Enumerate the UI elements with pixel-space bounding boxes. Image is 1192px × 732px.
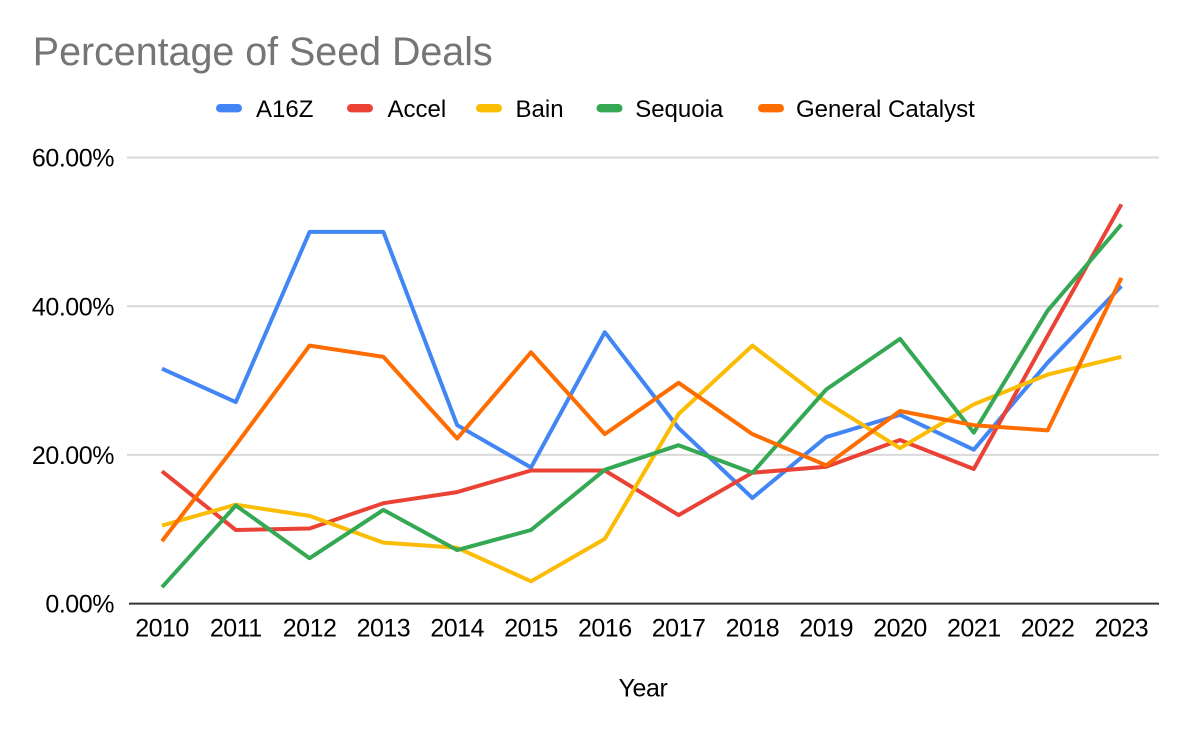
svg-text:2016: 2016 [578,614,632,642]
svg-text:40.00%: 40.00% [32,293,114,321]
svg-text:2023: 2023 [1095,614,1149,642]
svg-text:2017: 2017 [652,614,706,642]
svg-text:2013: 2013 [357,614,411,642]
svg-text:Year: Year [619,674,668,702]
svg-text:Sequoia: Sequoia [635,96,724,123]
svg-text:2019: 2019 [799,614,853,642]
svg-text:Percentage of Seed Deals: Percentage of Seed Deals [33,30,493,74]
svg-text:2018: 2018 [726,614,780,642]
svg-text:2021: 2021 [947,614,1001,642]
svg-text:2020: 2020 [873,614,927,642]
svg-text:0.00%: 0.00% [45,591,114,619]
svg-text:A16Z: A16Z [256,96,313,123]
svg-text:60.00%: 60.00% [32,145,114,173]
svg-text:20.00%: 20.00% [32,442,114,470]
svg-text:2010: 2010 [135,614,189,642]
svg-text:2015: 2015 [504,614,558,642]
svg-text:General Catalyst: General Catalyst [796,96,975,123]
svg-text:2014: 2014 [430,614,484,642]
svg-text:2011: 2011 [210,614,262,642]
svg-text:Accel: Accel [388,96,447,123]
svg-text:2012: 2012 [283,614,337,642]
svg-text:Bain: Bain [516,96,564,123]
svg-text:2022: 2022 [1021,614,1075,642]
